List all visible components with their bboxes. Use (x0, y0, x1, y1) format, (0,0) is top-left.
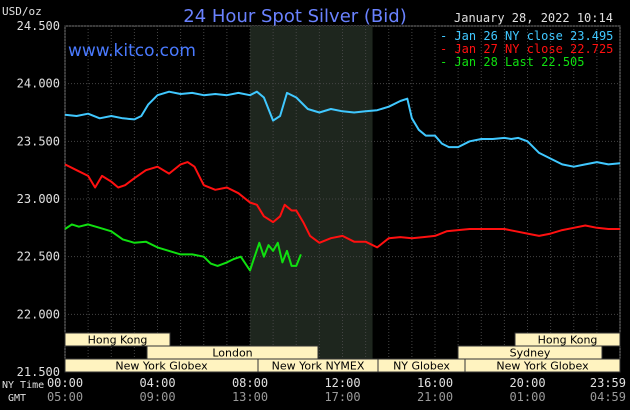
session-box (64, 332, 171, 347)
chart-title: 24 Hour Spot Silver (Bid) (183, 6, 406, 27)
website-label: www.kitco.com (68, 41, 196, 61)
price-line-3 (64, 223, 302, 272)
y-tick-label: 24.000 (17, 77, 60, 91)
x-tick-gmt-label: 09:00 (139, 390, 175, 404)
y-tick-label: 23.000 (17, 192, 60, 206)
x-tick-gmt-label: 04:59 (590, 390, 626, 404)
x-tick-ny-label: 08:00 (232, 376, 268, 390)
y-tick-label: 22.500 (17, 250, 60, 264)
legend-entry: - Jan 26 NY close 23.495 (440, 29, 613, 43)
ny-time-label: NY Time (2, 380, 44, 391)
price-line-1 (64, 90, 621, 168)
x-tick-gmt-label: 01:00 (509, 390, 545, 404)
x-tick-gmt-label: 17:00 (324, 390, 360, 404)
session-label: New York Globex (115, 360, 208, 373)
y-tick-label: 23.500 (17, 134, 60, 148)
legend-entry: - Jan 27 NY close 22.725 (440, 42, 613, 56)
units-label: USD/oz (2, 5, 42, 18)
legend-entry: - Jan 28 Last 22.505 (440, 55, 585, 69)
session-box (464, 358, 621, 373)
x-tick-ny-label: 16:00 (417, 376, 453, 390)
x-tick-ny-label: 12:00 (324, 376, 360, 390)
x-tick-gmt-label: 05:00 (47, 390, 83, 404)
session-label: New York Globex (496, 360, 589, 373)
session-label: Hong Kong (538, 334, 598, 347)
y-tick-label: 22.000 (17, 307, 60, 321)
session-label: Sydney (510, 347, 551, 360)
x-tick-gmt-label: 21:00 (417, 390, 453, 404)
y-tick-label: 24.500 (17, 19, 60, 33)
gmt-label: GMT (8, 393, 26, 404)
x-tick-gmt-label: 13:00 (232, 390, 268, 404)
session-label: New York NYMEX (272, 360, 365, 373)
price-line-2 (64, 161, 620, 249)
timestamp: January 28, 2022 10:14 (454, 11, 613, 25)
y-tick-label: 21.500 (17, 365, 60, 379)
session-label: Hong Kong (88, 334, 148, 347)
session-label: London (212, 347, 252, 360)
x-tick-ny-label: 00:00 (47, 376, 83, 390)
x-tick-ny-label: 04:00 (139, 376, 175, 390)
session-label: NY Globex (393, 360, 450, 373)
x-tick-ny-label: 20:00 (509, 376, 545, 390)
x-tick-ny-label: 23:59 (590, 376, 626, 390)
